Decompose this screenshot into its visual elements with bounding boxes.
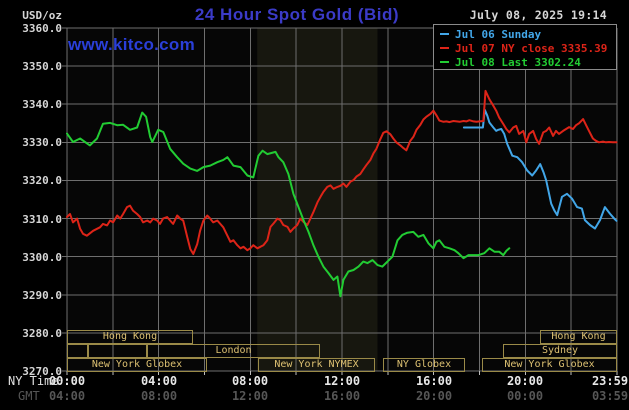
- gmt-axis-label: GMT: [18, 389, 40, 403]
- y-axis-tick-label: 3330.0: [22, 136, 62, 149]
- session-box: [67, 344, 88, 358]
- price-line-0: [462, 108, 618, 230]
- ny-time-tick-label: 00:00: [48, 374, 86, 388]
- y-axis-tick-label: 3340.0: [22, 98, 62, 111]
- legend-label: Jul 08 Last 3302.24: [455, 55, 581, 69]
- legend-label: Jul 06 Sunday: [455, 27, 542, 41]
- y-axis-tick-label: 3360.0: [22, 22, 62, 35]
- legend: Jul 06 Sunday Jul 07 NY close 3335.39 Jul …: [433, 24, 617, 70]
- legend-item: Jul 06 Sunday: [440, 27, 616, 41]
- y-axis-tick-label: 3300.0: [22, 251, 62, 264]
- legend-dash-icon: [440, 61, 449, 63]
- legend-item: Jul 08 Last 3302.24: [440, 55, 616, 69]
- ny-time-tick-label: 04:00: [140, 374, 178, 388]
- y-axis-tick-label: 3320.0: [22, 174, 62, 187]
- session-box-london: London: [147, 344, 320, 358]
- ny-time-tick-label: 23:59: [591, 374, 629, 388]
- legend-dash-icon: [440, 47, 449, 49]
- ny-time-tick-label: 16:00: [415, 374, 453, 388]
- y-axis-tick-label: 3310.0: [22, 213, 62, 226]
- timestamp: July 08, 2025 19:14: [469, 8, 607, 22]
- session-box-new-york-nymex: New York NYMEX: [258, 358, 375, 372]
- legend-label: Jul 07 NY close 3335.39: [455, 41, 608, 55]
- session-box-ny-globex: NY Globex: [383, 358, 465, 372]
- legend-dash-icon: [440, 33, 449, 35]
- gmt-tick-label: 00:00: [506, 389, 544, 403]
- session-box-new-york-globex: New York Globex: [482, 358, 617, 372]
- price-line-1: [66, 89, 618, 255]
- ny-time-tick-label: 08:00: [231, 374, 269, 388]
- gmt-tick-label: 12:00: [231, 389, 269, 403]
- kitco-watermark: www.kitco.com: [68, 35, 196, 54]
- legend-item: Jul 07 NY close 3335.39: [440, 41, 616, 55]
- ny-time-tick-label: 12:00: [323, 374, 361, 388]
- y-axis-tick-label: 3280.0: [22, 327, 62, 340]
- gmt-tick-label: 03:59: [591, 389, 629, 403]
- nymex-session-band: [257, 28, 378, 371]
- gmt-tick-label: 04:00: [48, 389, 86, 403]
- price-line-2: [66, 111, 511, 298]
- session-box: [88, 344, 147, 358]
- session-box-sydney: Sydney: [503, 344, 617, 358]
- ny-time-axis-label: NY Time: [8, 374, 59, 388]
- session-box-hong-kong: Hong Kong: [540, 330, 617, 344]
- y-axis-tick-label: 3270.0: [22, 365, 62, 378]
- y-axis-tick-label: 3350.0: [22, 60, 62, 73]
- y-axis-tick-label: 3290.0: [22, 289, 62, 302]
- ny-time-tick-label: 20:00: [506, 374, 544, 388]
- gmt-tick-label: 16:00: [323, 389, 361, 403]
- session-box-new-york-globex: New York Globex: [67, 358, 207, 372]
- unit-label: USD/oz: [22, 9, 62, 22]
- gmt-tick-label: 08:00: [140, 389, 178, 403]
- gmt-tick-label: 20:00: [415, 389, 453, 403]
- page-title: 24 Hour Spot Gold (Bid): [194, 5, 400, 24]
- session-box-hong-kong: Hong Kong: [67, 330, 193, 344]
